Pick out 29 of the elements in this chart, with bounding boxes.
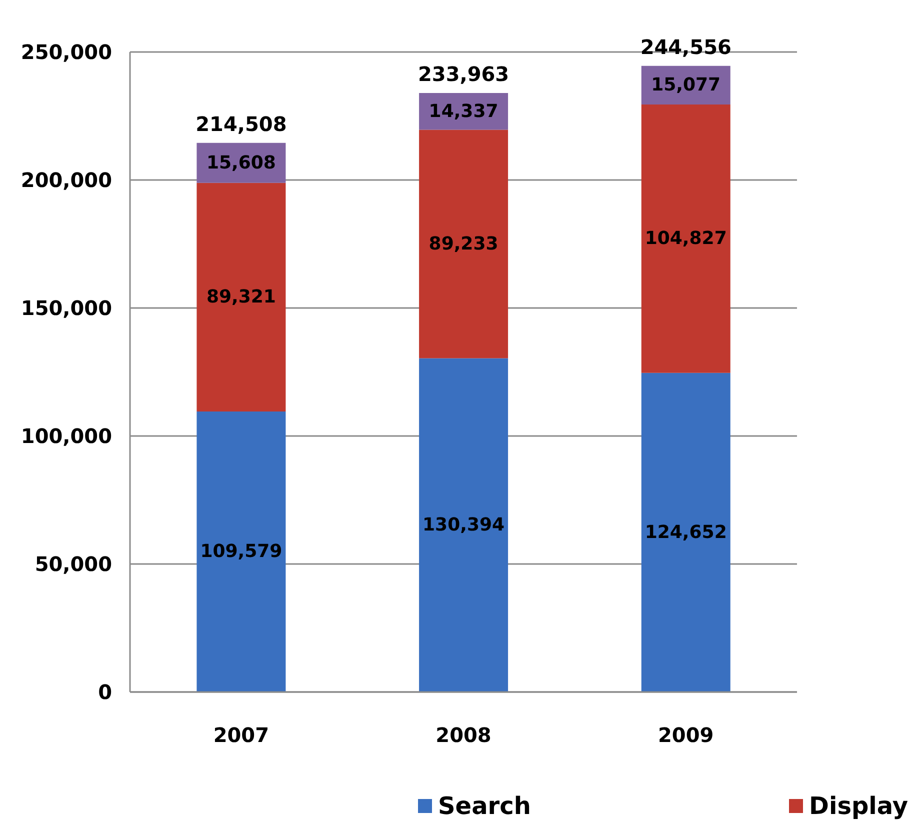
data-label: 124,652 xyxy=(644,522,727,543)
legend-label: Search xyxy=(438,792,531,820)
y-tick-label: 0 xyxy=(98,680,112,704)
data-label: 14,337 xyxy=(428,100,498,122)
x-tick-label: 2008 xyxy=(436,723,492,748)
data-label: 15,608 xyxy=(206,152,276,174)
y-tick-label: 250,000 xyxy=(20,40,112,64)
data-label: 109,579 xyxy=(200,541,282,562)
data-label: 15,077 xyxy=(651,74,721,96)
x-tick-label: 2007 xyxy=(213,723,270,748)
total-label: 244,556 xyxy=(640,34,732,59)
total-label: 214,508 xyxy=(196,112,287,136)
data-label: 89,321 xyxy=(206,286,276,308)
total-label: 233,963 xyxy=(418,62,510,86)
x-tick-label: 2009 xyxy=(658,723,714,748)
bar xyxy=(196,411,286,692)
y-tick-label: 200,000 xyxy=(20,168,112,192)
bar xyxy=(196,182,286,412)
bar xyxy=(641,372,730,692)
y-tick-label: 50,000 xyxy=(34,552,112,576)
data-label: 130,394 xyxy=(422,514,505,536)
y-tick-label: 100,000 xyxy=(20,424,112,448)
bar xyxy=(419,358,508,692)
y-tick-label: 150,000 xyxy=(20,296,112,320)
data-label: 89,233 xyxy=(428,233,498,254)
bar xyxy=(419,130,508,358)
data-label: 104,827 xyxy=(644,228,727,250)
bar xyxy=(641,104,730,373)
legend-label: Display xyxy=(809,792,908,820)
